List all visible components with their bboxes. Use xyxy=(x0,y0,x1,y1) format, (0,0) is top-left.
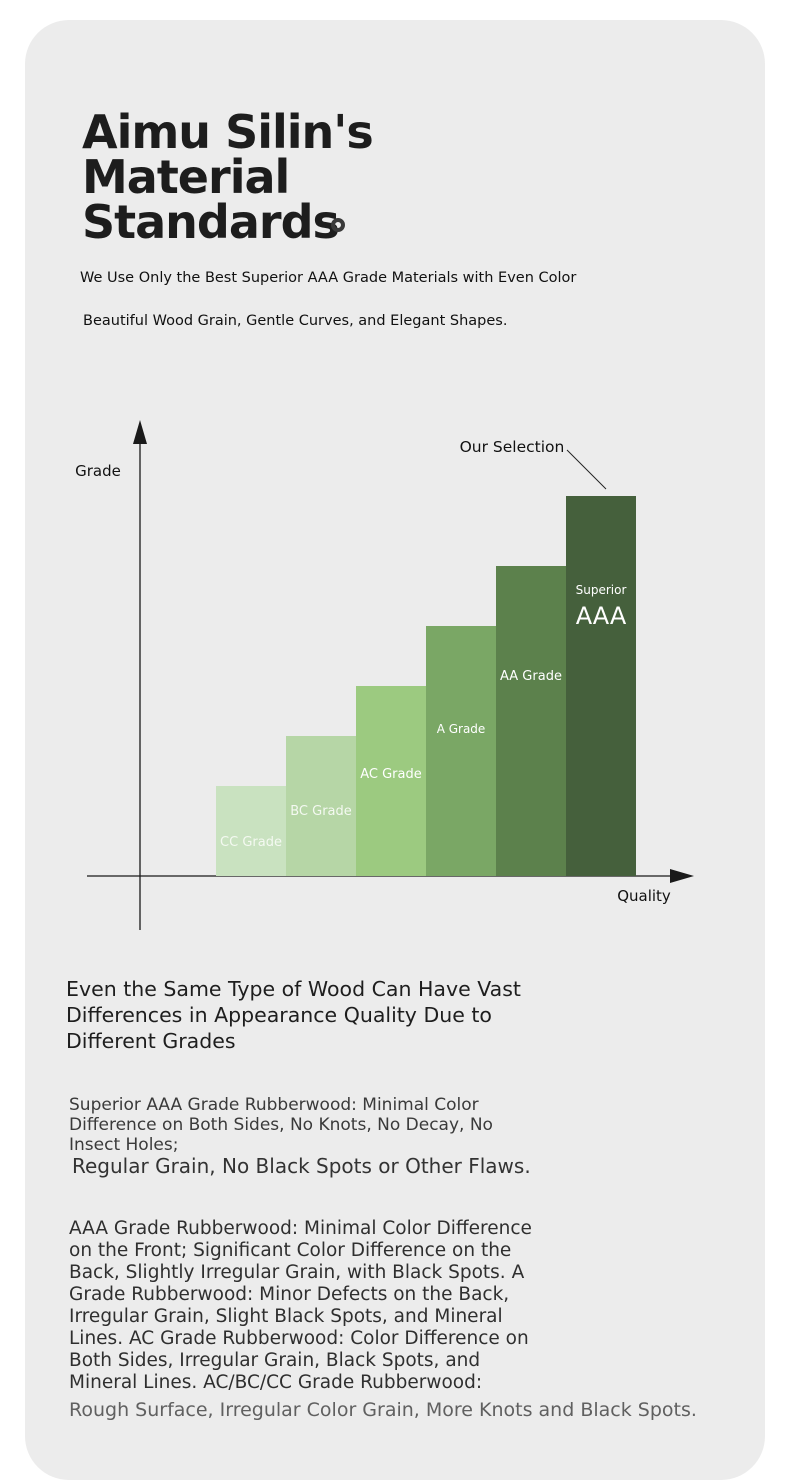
page-title: Aimu Silin's Material Standards xyxy=(82,105,374,249)
bar-1 xyxy=(216,786,286,876)
x-axis-arrow-icon xyxy=(670,869,694,883)
paragraph-1-continued: Regular Grain, No Black Spots or Other F… xyxy=(72,1154,531,1178)
title-line-1: Aimu Silin's xyxy=(82,105,374,159)
bar-group xyxy=(216,496,636,876)
ring-ornament-icon xyxy=(331,218,345,232)
bar-label-3: AC Grade xyxy=(360,767,422,782)
bar-label-5: AA Grade xyxy=(500,669,562,684)
paragraph-2: AAA Grade Rubberwood: Minimal Color Diff… xyxy=(69,1218,532,1393)
bar-label-4: A Grade xyxy=(437,722,486,736)
bar-2 xyxy=(286,736,356,876)
bar-4 xyxy=(426,626,496,876)
callout-label: Our Selection xyxy=(460,438,565,456)
bar-label-6: Superior xyxy=(576,583,627,597)
title-line-3: Standards xyxy=(82,195,340,249)
bar-6 xyxy=(566,496,636,876)
bar-label-1: CC Grade xyxy=(220,835,282,850)
title-line-2: Material xyxy=(82,150,290,204)
y-axis-label: Grade xyxy=(75,462,121,480)
bar-label-group: CC Grade BC Grade AC Grade A Grade AA Grade S… xyxy=(220,583,627,850)
paragraph-1: Superior AAA Grade Rubberwood: Minimal C… xyxy=(69,1095,493,1155)
x-axis-label: Quality xyxy=(617,887,671,905)
section-heading: Even the Same Type of Wood Can Have Vast… xyxy=(66,977,521,1053)
paragraph-2-continued: Rough Surface, Irregular Color Grain, Mo… xyxy=(69,1399,697,1421)
bar-label-2: BC Grade xyxy=(290,804,352,819)
subtitle-line-1: We Use Only the Best Superior AAA Grade … xyxy=(80,270,577,286)
y-axis-arrow-icon xyxy=(133,420,147,444)
bar-3 xyxy=(356,686,426,876)
bar-sublabel-6: AAA xyxy=(576,602,627,630)
callout-leader-line xyxy=(566,449,607,490)
bar-5 xyxy=(496,566,566,876)
grade-chart: Grade Quality CC Grade BC Grade AC Grade A … xyxy=(75,420,694,930)
subtitle-line-2: Beautiful Wood Grain, Gentle Curves, and… xyxy=(83,313,508,329)
